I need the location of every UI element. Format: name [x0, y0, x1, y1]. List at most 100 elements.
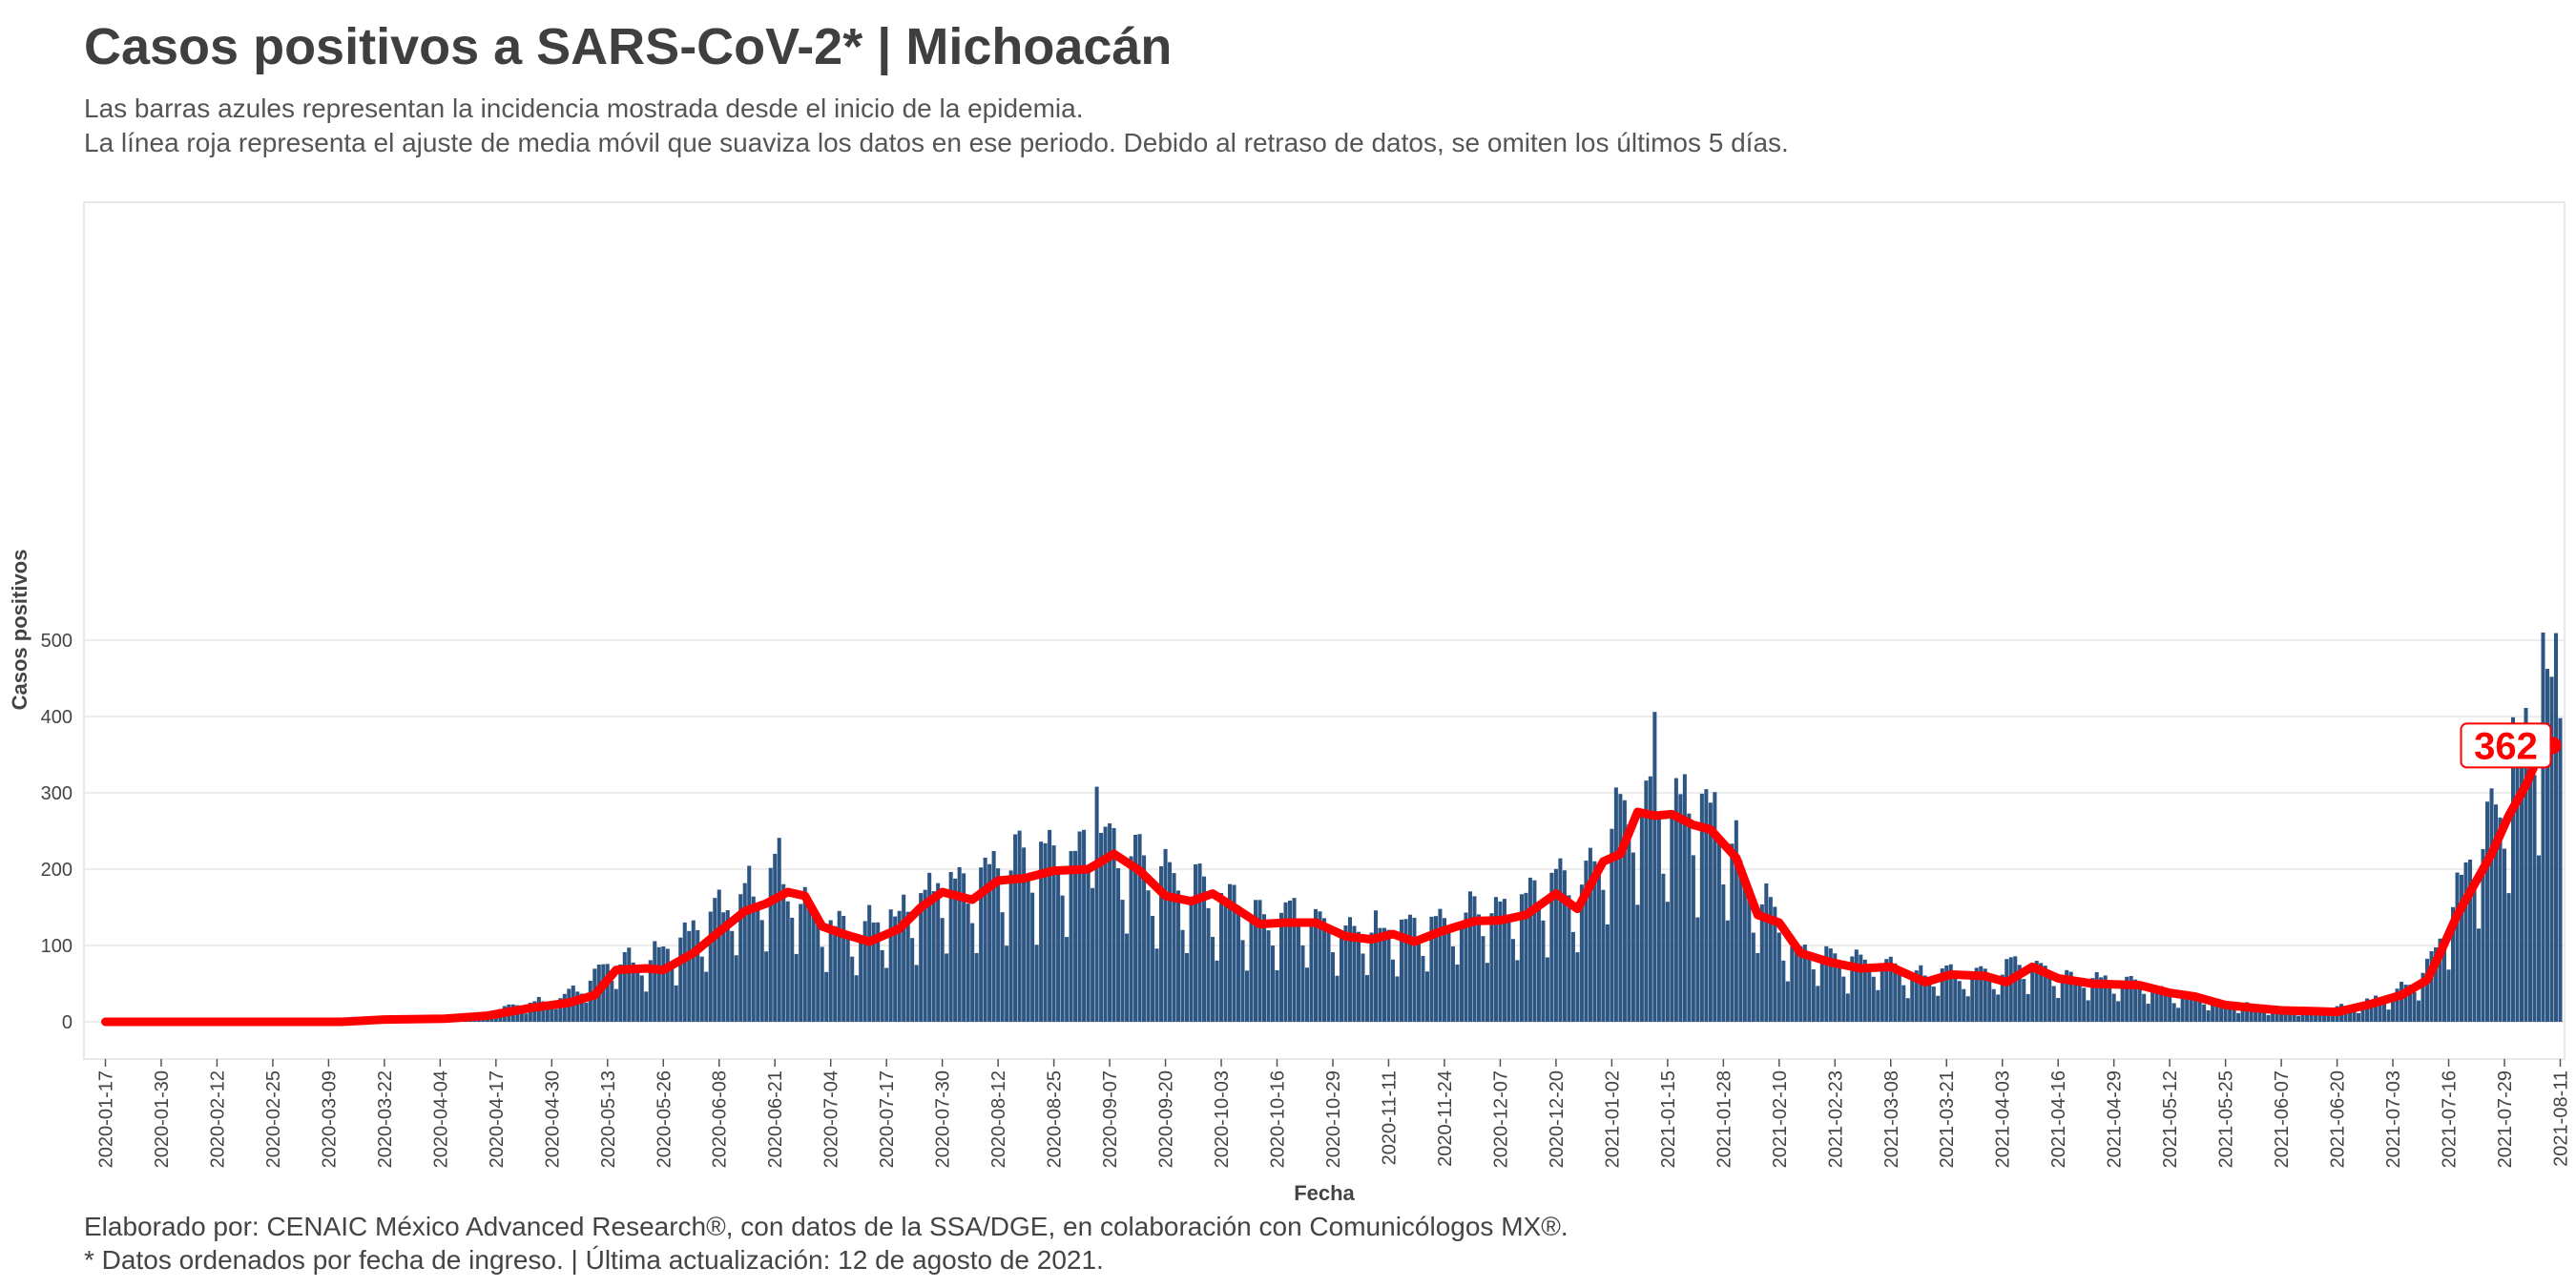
- bar: [2146, 1004, 2150, 1022]
- bar: [1335, 975, 1340, 1022]
- x-tick-label: 2020-11-24: [1435, 1070, 1456, 1167]
- bar: [2219, 1000, 2224, 1022]
- bar: [1716, 842, 1721, 1022]
- bar: [2202, 1004, 2207, 1022]
- bar: [820, 946, 824, 1022]
- bar: [1176, 890, 1181, 1022]
- bar: [1275, 970, 1279, 1022]
- bar: [1919, 965, 1923, 1022]
- bar: [734, 955, 738, 1022]
- bar: [756, 908, 760, 1022]
- x-tick-label: 2021-04-16: [2048, 1070, 2069, 1168]
- bar: [2168, 992, 2172, 1022]
- x-tick-label: 2020-07-17: [877, 1070, 898, 1168]
- bar: [1974, 967, 1979, 1022]
- bar: [910, 938, 915, 1022]
- bar: [1725, 920, 1730, 1022]
- bar: [1768, 897, 1773, 1022]
- bar: [1094, 786, 1099, 1022]
- bar: [1605, 924, 1610, 1022]
- bar: [2228, 1006, 2233, 1022]
- bar: [1459, 924, 1464, 1022]
- bar: [1168, 862, 1173, 1022]
- x-tick-label: 2020-10-29: [1323, 1070, 1344, 1168]
- bar: [1254, 900, 1258, 1022]
- bar: [648, 960, 653, 1022]
- bar: [1905, 998, 1910, 1022]
- bar: [1347, 917, 1353, 1022]
- x-tick-label: 2021-03-08: [1881, 1070, 1902, 1168]
- bar: [1596, 873, 1601, 1022]
- bar: [1665, 902, 1670, 1022]
- bar: [2498, 817, 2503, 1022]
- bar: [1940, 968, 1944, 1022]
- y-tick-label: 500: [41, 631, 73, 652]
- x-tick-label: 2020-07-04: [821, 1070, 842, 1168]
- chart-subtitle-line-2: La línea roja representa el ajuste de me…: [84, 128, 1789, 157]
- bar: [1944, 966, 1949, 1022]
- bar: [807, 900, 812, 1022]
- bar: [1103, 826, 1108, 1022]
- bar: [1008, 870, 1013, 1022]
- bar: [579, 993, 584, 1022]
- bar: [1979, 966, 1984, 1022]
- x-tick-label: 2021-04-03: [1993, 1070, 2014, 1168]
- bar: [1541, 920, 1546, 1022]
- bar: [902, 894, 906, 1022]
- bar: [2137, 987, 2142, 1022]
- bar: [601, 964, 606, 1022]
- bar: [759, 920, 764, 1022]
- bar: [2266, 1014, 2271, 1022]
- bar: [785, 901, 790, 1022]
- bar: [2077, 983, 2082, 1022]
- bar: [1111, 827, 1116, 1022]
- bar: [2429, 951, 2434, 1022]
- bar: [1051, 845, 1056, 1022]
- bar: [1091, 887, 1095, 1022]
- bar: [622, 952, 627, 1022]
- bar: [1811, 969, 1816, 1022]
- bar: [1794, 945, 1798, 1022]
- x-tick-label: 2020-09-20: [1156, 1070, 1177, 1168]
- bar: [2013, 956, 2018, 1022]
- bar: [2129, 975, 2133, 1022]
- bar: [1283, 902, 1288, 1022]
- bar: [1464, 912, 1468, 1022]
- x-tick-label: 2021-06-07: [2272, 1070, 2293, 1168]
- bar: [738, 894, 743, 1022]
- bar: [1489, 913, 1494, 1022]
- x-tick-label: 2021-01-15: [1658, 1070, 1679, 1168]
- bar: [1194, 863, 1198, 1022]
- bar: [884, 967, 889, 1022]
- bar: [1558, 858, 1563, 1022]
- bar: [725, 910, 730, 1022]
- y-axis-label: Casos positivos: [8, 550, 31, 711]
- bar: [1510, 939, 1515, 1022]
- bar: [2176, 1008, 2181, 1022]
- bar: [1880, 966, 1884, 1022]
- bar: [1824, 945, 1829, 1022]
- bar: [2240, 1006, 2245, 1022]
- bar: [635, 970, 640, 1022]
- bar: [2099, 977, 2104, 1022]
- bar: [2232, 1008, 2236, 1022]
- x-tick-label: 2021-02-10: [1770, 1070, 1791, 1168]
- bar: [2489, 788, 2494, 1022]
- bar: [2527, 767, 2533, 1022]
- bar: [1142, 855, 1147, 1022]
- bar: [2150, 986, 2155, 1022]
- bar: [966, 904, 970, 1022]
- bar: [2022, 979, 2026, 1022]
- bar: [880, 949, 884, 1022]
- bar: [1185, 952, 1190, 1022]
- bar: [2292, 1012, 2296, 1022]
- bar: [2425, 958, 2430, 1022]
- bar: [2065, 969, 2069, 1022]
- bar: [2271, 1008, 2275, 1022]
- bar: [1163, 848, 1168, 1022]
- bar: [1412, 917, 1417, 1022]
- bar: [1704, 789, 1709, 1022]
- bar: [1970, 977, 1975, 1022]
- bar: [2094, 971, 2099, 1022]
- x-tick-label: 2020-01-30: [152, 1070, 173, 1168]
